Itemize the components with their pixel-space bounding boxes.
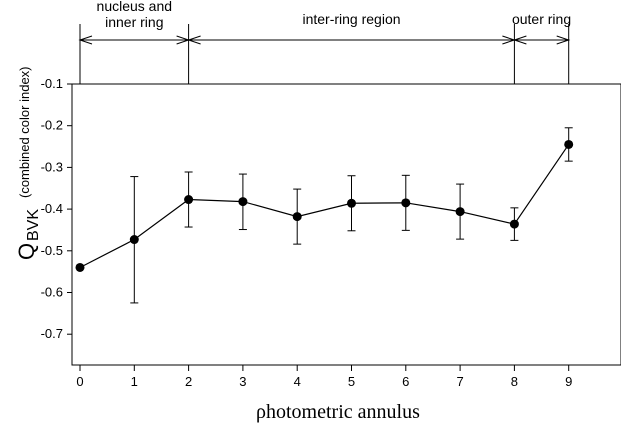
region-label: nucleus and [97,0,173,14]
plot-frame [71,83,621,366]
y-axis: -0.1 -0.2 -0.3 -0.4 -0.5 -0.6 -0.7 [41,76,72,341]
x-tick-label: 6 [402,374,409,389]
x-axis-label-text: hotometric annulus [266,401,420,423]
region-label: outer ring [512,11,571,27]
x-tick-label: 2 [185,374,192,389]
x-tick-label: 3 [239,374,246,389]
data-point [238,197,248,207]
region-label: inter-ring region [302,11,400,27]
y-axis-label-desc: (combined color index) [17,66,32,198]
x-tick-label: 5 [348,374,355,389]
x-axis-label-symbol: ρ [256,401,266,423]
x-tick-label: 9 [565,374,572,389]
region-arrow-head-left [78,35,93,45]
region-label: inner ring [105,14,163,30]
region-arrow-head-left [187,35,201,45]
region-arrow-head-right [556,35,571,45]
data-point [564,139,574,149]
series-line [79,144,570,269]
region-arrow-head-left [512,35,527,45]
x-tick-label: 7 [456,374,463,389]
x-axis-label: ρ hotometric annulus [256,401,420,423]
data-point [347,198,356,208]
y-tick-label: -0.6 [41,285,63,300]
y-tick-label: -0.7 [41,326,63,341]
y-tick-label: -0.3 [41,159,63,174]
data-series [75,127,574,304]
data-point [455,207,465,217]
data-point [184,195,194,205]
x-axis: 0 1 2 3 4 5 6 7 8 9 [76,365,572,389]
x-tick-label: 8 [511,374,518,389]
y-axis-label-main: Q [14,243,39,260]
y-tick-label: -0.5 [41,243,63,258]
y-tick-label: -0.4 [41,201,63,216]
data-point [292,212,302,222]
x-tick-label: 4 [294,374,301,389]
data-point [401,198,411,208]
y-axis-label: Q BVK (combined color index) [14,66,42,260]
y-axis-label-sub: BVK [25,209,42,241]
y-tick-label: -0.1 [41,76,63,91]
y-tick-label: -0.2 [41,118,63,133]
data-point [75,262,85,272]
x-tick-label: 0 [76,374,83,389]
data-point [509,219,519,229]
data-point [129,235,139,245]
x-tick-label: 1 [131,374,138,389]
